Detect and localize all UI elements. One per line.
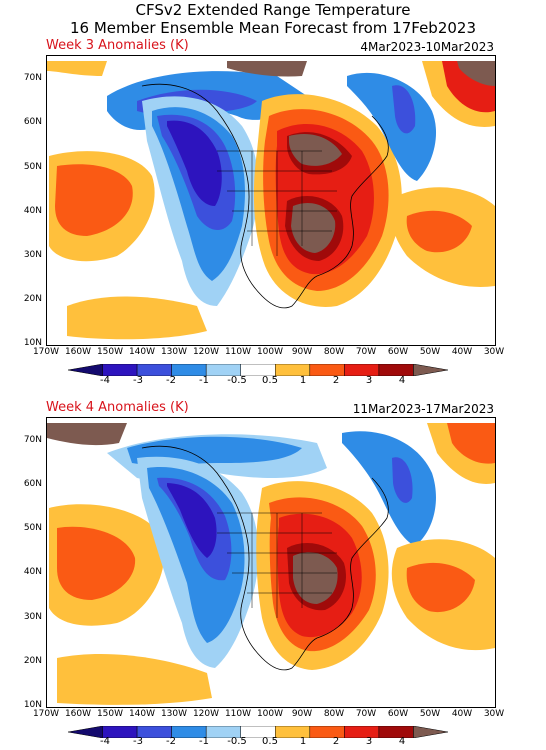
legend-label: -4 [100,736,110,747]
legend-label: -2 [166,736,176,747]
lon-label: 170W [32,347,60,357]
lat-label: 50N [23,162,42,172]
lat-label: 40N [23,206,42,216]
lat-label: 70N [23,435,42,445]
week4-colorbar [67,723,449,739]
legend-label: 0.5 [262,375,278,386]
lon-label: 110W [224,347,252,357]
lat-label: 30N [23,250,42,260]
week3-colorbar [67,361,449,377]
lon-label: 100W [256,347,284,357]
week3-label: Week 3 Anomalies (K) [46,38,189,53]
week3-map [46,55,496,346]
lon-label: 110W [224,709,252,719]
lon-label: 30W [483,709,505,719]
lat-label: 10N [23,338,42,348]
chart-title-line-1: CFSv2 Extended Range Temperature [135,1,411,19]
lat-label: 20N [23,656,42,666]
legend-label: -1 [199,736,209,747]
lon-label: 80W [323,709,345,719]
legend-label: 1 [299,375,307,386]
legend-label: 1 [299,736,307,747]
lat-label: 60N [23,117,42,127]
lat-label: 40N [23,567,42,577]
lon-label: 160W [64,709,92,719]
lon-label: 40W [451,347,473,357]
chart-title-line-2: 16 Member Ensemble Mean Forecast from 17… [69,19,477,37]
lon-label: 120W [192,347,220,357]
colorbar-swatch [413,725,449,739]
lon-label: 50W [419,347,441,357]
lon-label: 30W [483,347,505,357]
lon-label: 90W [291,709,313,719]
lon-label: 130W [160,709,188,719]
week4-label: Week 4 Anomalies (K) [46,400,189,415]
lon-label: 40W [451,709,473,719]
lon-label: 100W [256,709,284,719]
legend-label: 4 [398,736,406,747]
legend-label: -3 [133,375,143,386]
legend-label: -2 [166,375,176,386]
lat-label: 70N [23,73,42,83]
legend-label: 2 [332,736,340,747]
legend-label: -0.5 [227,736,247,747]
lon-label: 120W [192,709,220,719]
lon-label: 130W [160,347,188,357]
lon-label: 80W [323,347,345,357]
lon-label: 150W [96,709,124,719]
legend-label: 2 [332,375,340,386]
lon-label: 160W [64,347,92,357]
week4-dates: 11Mar2023-17Mar2023 [352,402,494,416]
legend-label: 3 [365,375,373,386]
lon-label: 140W [128,709,156,719]
lat-label: 10N [23,700,42,710]
lat-label: 60N [23,479,42,489]
lon-label: 150W [96,347,124,357]
lon-label: 90W [291,347,313,357]
legend-label: 4 [398,375,406,386]
lon-label: 140W [128,347,156,357]
colorbar-swatch [413,363,449,377]
lon-label: 60W [387,347,409,357]
lat-label: 30N [23,612,42,622]
legend-label: -0.5 [227,375,247,386]
week4-map [46,417,496,708]
lon-label: 60W [387,709,409,719]
legend-label: -1 [199,375,209,386]
legend-label: -3 [133,736,143,747]
lon-label: 70W [355,709,377,719]
lon-label: 170W [32,709,60,719]
lon-label: 50W [419,709,441,719]
legend-label: -4 [100,375,110,386]
legend-label: 0.5 [262,736,278,747]
lat-label: 20N [23,294,42,304]
week3-dates: 4Mar2023-10Mar2023 [360,40,494,54]
lat-label: 50N [23,523,42,533]
legend-label: 3 [365,736,373,747]
lon-label: 70W [355,347,377,357]
